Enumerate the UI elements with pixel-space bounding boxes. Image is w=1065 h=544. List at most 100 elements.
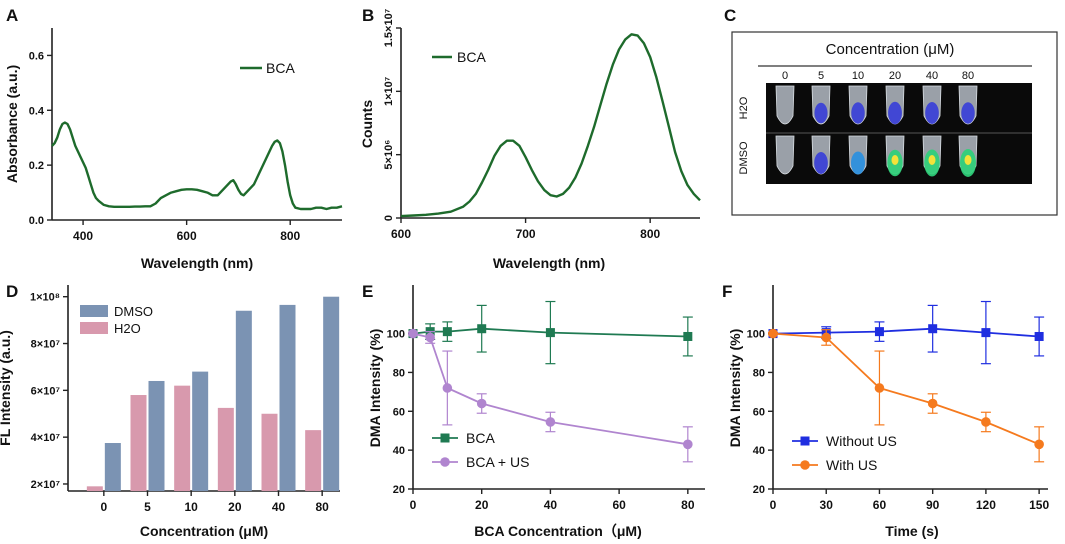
y-axis-label: DMA Intensity (%) <box>727 329 743 447</box>
x-tick-label: 20 <box>228 500 242 514</box>
series-line-bca <box>400 33 701 218</box>
concentration-label: 0 <box>782 70 788 82</box>
bar-dmso <box>323 296 340 491</box>
panel-e: E 0 20 40 60 80 20 40 60 80 100 BCA Concentration（μ… <box>362 282 705 539</box>
data-point <box>821 332 832 343</box>
legend-marker <box>800 460 810 470</box>
concentration-label: 20 <box>889 70 901 82</box>
y-tick-label: 4×10⁷ <box>31 432 61 444</box>
y-tick-label: 0.2 <box>29 160 44 172</box>
x-tick-label: 40 <box>272 500 286 514</box>
imaging-title: Concentration (μM) <box>826 41 955 58</box>
y-tick-label: 20 <box>753 484 765 496</box>
y-tick-label: 5×10⁶ <box>383 140 395 170</box>
data-point <box>442 327 452 337</box>
y-tick-label: 60 <box>753 406 765 418</box>
panel-letter: D <box>6 282 18 301</box>
y-tick-label: 0.4 <box>29 105 45 117</box>
y-axis-label: FL Intensity (a.u.) <box>0 330 13 446</box>
panel-f: F 0 30 60 90 120 150 20 40 60 80 100 Time (s) DMA Int… <box>722 282 1049 539</box>
series-line <box>772 332 1040 446</box>
data-point <box>425 332 435 343</box>
y-tick-label: 60 <box>393 406 405 418</box>
data-point <box>408 328 418 339</box>
concentration-label: 10 <box>852 70 864 82</box>
bar-dmso <box>279 304 296 491</box>
concentration-label: 5 <box>818 70 824 82</box>
x-tick-label: 400 <box>73 229 93 243</box>
legend-swatch-dmso <box>80 305 108 317</box>
y-tick-label: 0.0 <box>29 215 44 227</box>
x-tick-label: 80 <box>681 498 695 512</box>
legend-label: With US <box>826 457 877 473</box>
bar-dmso <box>104 443 121 491</box>
fluorescence-spot <box>814 152 828 174</box>
data-point <box>927 398 938 409</box>
x-tick-label: 800 <box>640 227 660 241</box>
y-tick-label: 6×10⁷ <box>31 385 61 397</box>
legend-label-bca: BCA <box>457 49 486 65</box>
x-tick-label: 30 <box>820 498 834 512</box>
bar-h2o <box>130 395 147 491</box>
fluorescence-spot <box>851 102 865 124</box>
x-tick-label: 120 <box>976 498 996 512</box>
fluorescence-core <box>928 155 936 165</box>
imaging-row-label: H2O <box>738 96 750 119</box>
x-tick-label: 0 <box>770 498 777 512</box>
fluorescence-spot <box>851 151 865 175</box>
x-axis-label: Concentration (μM) <box>140 523 268 539</box>
legend-label-dmso: DMSO <box>114 304 153 319</box>
bar-h2o <box>174 385 191 491</box>
x-tick-label: 0 <box>410 498 417 512</box>
data-point <box>545 328 555 338</box>
panel-c: C Concentration (μM) 0 5 10 20 40 80 H2O DMSO <box>724 6 1058 216</box>
x-tick-label: 600 <box>391 227 411 241</box>
legend-label: BCA <box>466 430 495 446</box>
series-line-bca <box>51 121 343 211</box>
y-tick-label: 20 <box>393 484 405 496</box>
y-tick-label: 8×10⁷ <box>31 339 61 351</box>
data-point <box>477 324 487 334</box>
concentration-label: 80 <box>962 70 974 82</box>
panel-d: D 0 5 10 20 40 80 2×10⁷ 4×10⁷ 6×10⁷ 8×10⁷ 1×10⁸ Conc… <box>0 282 340 539</box>
fluorescence-spot <box>961 102 975 124</box>
x-tick-label: 5 <box>144 500 151 514</box>
data-point <box>442 383 453 393</box>
y-tick-label: 2×10⁷ <box>31 479 61 491</box>
x-tick-label: 10 <box>184 500 198 514</box>
bar-h2o <box>217 407 234 491</box>
data-point <box>981 417 991 427</box>
bar-h2o <box>261 413 278 491</box>
bar-h2o <box>86 486 103 491</box>
y-tick-label: 80 <box>753 367 765 379</box>
bar-dmso <box>235 310 252 491</box>
legend-label: BCA + US <box>466 454 529 470</box>
tube <box>775 135 795 175</box>
legend-label-bca: BCA <box>266 60 295 76</box>
panel-letter: E <box>362 282 373 301</box>
y-axis-label: Absorbance (a.u.) <box>4 65 20 183</box>
fluorescence-spot <box>814 102 828 124</box>
x-tick-label: 0 <box>100 500 107 514</box>
y-tick-label: 1×10⁸ <box>30 292 60 304</box>
y-tick-label: 40 <box>753 445 765 457</box>
imaging-row-label: DMSO <box>738 141 750 174</box>
fluorescence-spot <box>925 102 939 124</box>
y-tick-label: 0.6 <box>29 50 44 62</box>
fluorescence-core <box>891 155 899 165</box>
data-point <box>874 383 885 393</box>
x-tick-label: 20 <box>475 498 489 512</box>
y-tick-label: 100 <box>747 329 765 341</box>
bar-dmso <box>192 371 209 491</box>
x-tick-label: 90 <box>926 498 940 512</box>
data-point <box>1034 331 1044 341</box>
data-point <box>768 328 778 339</box>
data-point <box>1034 439 1044 450</box>
data-point <box>683 331 693 341</box>
fluorescence-core <box>964 155 972 165</box>
x-tick-label: 700 <box>516 227 536 241</box>
legend-label-h2o: H2O <box>114 321 141 336</box>
x-tick-label: 600 <box>177 229 197 243</box>
x-tick-label: 60 <box>873 498 887 512</box>
